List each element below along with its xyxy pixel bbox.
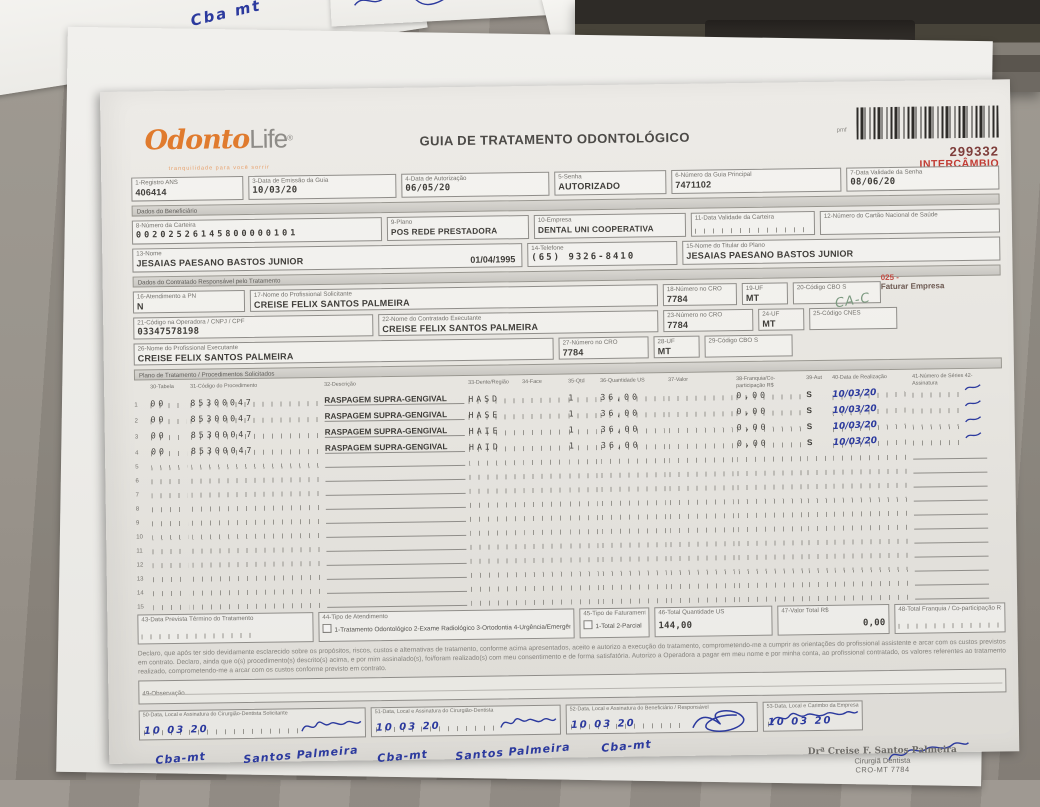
field-contratado-executante: 22-Nome do Contratado Executante CREISE …: [378, 310, 659, 337]
form-title: GUIA DE TRATAMENTO ODONTOLÓGICO: [419, 129, 690, 149]
field-profissional-executante: 26-Nome do Profissional Executante CREIS…: [133, 337, 554, 366]
checkbox-icon: [322, 623, 332, 633]
field-data-emissao: 3-Data de Emissão da Guia 10/03/20: [248, 173, 397, 200]
field-telefone: 14-Telefone (65) 9326-8410: [527, 240, 678, 268]
birth-date: 01/04/1995: [470, 254, 516, 265]
field-data-autorizacao: 4-Data de Autorização 06/05/20: [401, 171, 550, 198]
signature-box-solicitante: 50-Data, Local e Assinatura do Cirurgião…: [138, 707, 367, 741]
stamp-cro: CRO-MT 7784: [855, 764, 910, 775]
field-titular-plano: 15-Nome do Titular do Plano JESAIAS PAES…: [682, 236, 1001, 265]
photo-of-dental-form: { "scene": { "scrap_text": "Cba mt" }, "…: [0, 0, 1040, 787]
col-aut: 39-Aut: [806, 374, 822, 382]
observacao-line: [142, 682, 1003, 696]
field-empresa: 10-Empresa DENTAL UNI COOPERATIVA: [533, 212, 687, 239]
field-codigo-operadora: 21-Código na Operadora / CNPJ / CPF 0334…: [133, 314, 374, 340]
background-paper-scrap: [328, 0, 582, 27]
handwritten-place: Cba-mt: [154, 749, 207, 768]
field-guia-principal: 6-Número da Guia Principal 7471102: [671, 167, 842, 195]
dental-treatment-form-sheet: OdontoLife® tranquilidade para você sorr…: [100, 79, 1020, 775]
field-tipo-faturamento: 45-Tipo de Faturamento 1-Total 2-Parcial: [579, 607, 650, 639]
field-cro-contratado: 23-Número no CRO 7784: [663, 308, 754, 333]
signature-dentista: [500, 717, 557, 728]
field-validade-carteira: 11-Data Validade da Carteira: [690, 211, 816, 237]
signature-beneficiario: [692, 710, 745, 732]
col-dente-regiao: 33-Dente/Região: [468, 379, 509, 386]
billing-note: 025 - Faturar Empresa: [881, 271, 1001, 291]
field-plano: 9-Plano POS REDE PRESTADORA: [386, 215, 530, 242]
signature-empresa: [771, 710, 859, 724]
handwritten-place: Cba-mt: [600, 737, 653, 755]
dentist-stamp: Drª Creise F. Santos Palmeira Cirurgiã D…: [767, 745, 997, 776]
col-quantidade-us: 36-Quantidade US: [600, 377, 645, 385]
handwriting-squiggle: [888, 742, 969, 761]
logo-life: Life: [248, 123, 288, 154]
field-cro-solicitante: 18-Número no CRO 7784: [662, 283, 738, 307]
form-header: OdontoLife® tranquilidade para você sorr…: [130, 103, 999, 173]
barcode-icon: [856, 105, 999, 140]
procedure-row: 4 00 85300047 RASPAGEM SUPRA-GENGIVAL HA…: [135, 427, 1003, 457]
field-valor-total: 47-Valor Total R$ 0,00: [777, 604, 890, 636]
totals-row: 43-Data Prevista Término do Tratamento 4…: [137, 602, 1006, 645]
field-profissional-solicitante: 17-Nome do Profissional Solicitante CREI…: [249, 284, 659, 312]
signature-solicitante: [301, 720, 362, 732]
handwritten-name: Santos Palmeira: [242, 743, 360, 767]
field-registro-ans: 1-Registro ANS 406414: [131, 176, 244, 202]
signature-box-dentista: 51-Data, Local e Assinatura do Cirurgião…: [370, 704, 562, 738]
empty-comb: [141, 627, 252, 640]
field-numero-carteira: 8-Número da Carteira 0020252614580000010…: [131, 217, 383, 245]
col-data-realizacao: 40-Data de Realização: [832, 374, 887, 381]
signature-tick: [964, 379, 986, 397]
field-cnes: 25-Código CNES: [809, 306, 898, 331]
field-cro-executante: 27-Número no CRO 7784: [558, 336, 649, 360]
procedure-row: 3 00 85300047 RASPAGEM SUPRA-GENGIVAL HA…: [135, 411, 1003, 441]
handwritten-date: 10 03 20: [143, 723, 209, 738]
col-qtd: 35-Qtd: [568, 378, 585, 385]
logo-odonto: Odonto: [144, 123, 250, 157]
signatures-row: 50-Data, Local e Assinatura do Cirurgião…: [138, 698, 1007, 741]
col-face: 34-Face: [522, 378, 542, 386]
field-tipo-atendimento: 44-Tipo de Atendimento 1-Tratamento Odon…: [318, 608, 575, 643]
field-uf-executante: 28-UF MT: [653, 335, 700, 359]
field-uf-contratado: 24-UF MT: [758, 308, 805, 331]
col-valor: 37-Valor: [668, 376, 689, 384]
field-senha: 5-Senha AUTORIZADO: [554, 170, 667, 196]
checkbox-icon: [583, 620, 593, 630]
billing-text: Faturar Empresa: [880, 281, 945, 292]
signature-box-beneficiario: 52-Data, Local e Assinatura do Beneficiá…: [565, 701, 758, 735]
col-franquia: 38-Franquia/Co-participação R$: [736, 375, 776, 390]
procedure-row: 1 00 85300047 RASPAGEM SUPRA-GENGIVAL HA…: [134, 379, 1002, 409]
handwritten-date: 10 03 20: [375, 720, 441, 734]
field-total-franquia: 48-Total Franquia / Co-participação R$: [894, 602, 1006, 634]
field-nome-beneficiario: 13-Nome JESAIAS PAESANO BASTOS JUNIOR 01…: [132, 243, 523, 273]
field-validade-senha: 7-Data Validade da Senha 08/06/20: [846, 165, 1000, 192]
signature-box-empresa: 53-Data, Local e Carimbo da Empresa 10 0…: [762, 700, 863, 732]
barcode-block: 299332 INTERCÂMBIO: [828, 103, 999, 171]
col-tabela: 30-Tabela: [150, 383, 174, 391]
field-total-quantidade-us: 46-Total Quantidade US 144,00: [654, 605, 773, 638]
field-cns: 12-Número do Cartão Nacional de Saúde: [819, 208, 1001, 235]
field-atendimento-pn: 16-Atendimento a PN N: [132, 289, 246, 314]
procedure-row: 2 00 85300047 RASPAGEM SUPRA-GENGIVAL HA…: [134, 395, 1002, 425]
empty-comb: [898, 617, 1002, 629]
field-cbo-executante: 29-Código CBO S: [704, 334, 793, 358]
below-signatures-area: Cba-mt Santos Palmeira Cba-mt Santos Pal…: [139, 728, 1008, 806]
empty-comb: [694, 222, 812, 234]
handwritten-date: 10 03 20: [570, 718, 636, 732]
field-uf-solicitante: 19-UF MT: [741, 282, 789, 306]
billing-code: 025 -: [880, 272, 899, 283]
handwritten-name: Santos Palmeira: [454, 740, 572, 764]
handwritten-place: Cba-mt: [376, 747, 429, 765]
form-content: OdontoLife® tranquilidade para você sorr…: [130, 103, 1008, 806]
registered-mark-icon: ®: [287, 133, 294, 143]
signature-tick: [964, 395, 986, 413]
handwriting-squiggle: [354, 0, 543, 6]
signature-tick: [965, 411, 987, 429]
signature-tick: [965, 427, 987, 445]
field-termino-tratamento: 43-Data Prevista Término do Tratamento: [137, 612, 314, 645]
odontolife-logo: OdontoLife® tranquilidade para você sorr…: [144, 123, 294, 182]
